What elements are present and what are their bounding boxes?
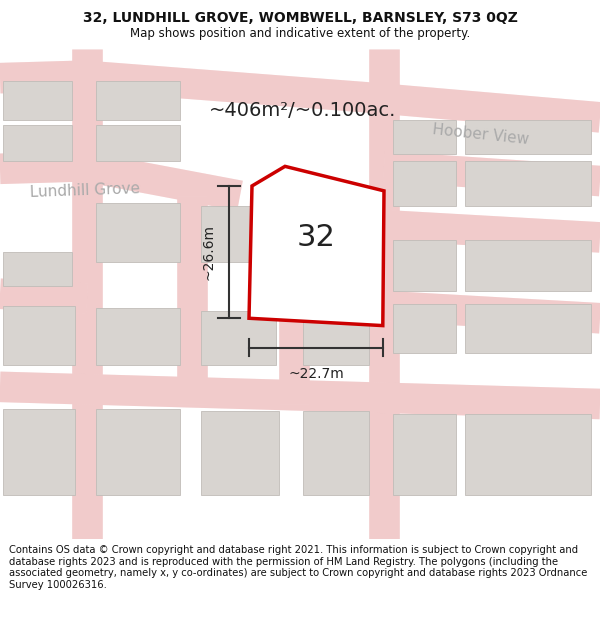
Bar xyxy=(465,240,591,291)
Polygon shape xyxy=(249,166,384,326)
Bar xyxy=(96,81,180,120)
Bar xyxy=(393,120,456,154)
Bar xyxy=(465,304,591,352)
Bar xyxy=(201,206,276,262)
Text: 32, LUNDHILL GROVE, WOMBWELL, BARNSLEY, S73 0QZ: 32, LUNDHILL GROVE, WOMBWELL, BARNSLEY, … xyxy=(83,11,517,25)
Bar xyxy=(3,125,72,161)
Text: ~406m²/~0.100ac.: ~406m²/~0.100ac. xyxy=(209,101,397,119)
Bar xyxy=(96,309,180,365)
Bar xyxy=(3,81,72,120)
Bar xyxy=(465,120,591,154)
Text: Map shows position and indicative extent of the property.: Map shows position and indicative extent… xyxy=(130,27,470,40)
Bar xyxy=(393,240,456,291)
Bar xyxy=(3,252,72,286)
Bar xyxy=(465,161,591,206)
Text: 32: 32 xyxy=(297,223,336,252)
Bar xyxy=(96,409,180,494)
Bar xyxy=(393,414,456,494)
Bar xyxy=(3,409,75,494)
Bar xyxy=(201,311,276,365)
Bar xyxy=(393,304,456,352)
Bar xyxy=(303,411,369,494)
Text: Lundhill Grove: Lundhill Grove xyxy=(30,181,141,200)
Text: Hoober View: Hoober View xyxy=(432,122,530,147)
Bar xyxy=(96,203,180,262)
Bar xyxy=(393,161,456,206)
Text: ~22.7m: ~22.7m xyxy=(288,368,344,381)
Bar xyxy=(96,125,180,161)
Bar xyxy=(465,414,591,494)
Bar xyxy=(303,311,369,365)
Text: Contains OS data © Crown copyright and database right 2021. This information is : Contains OS data © Crown copyright and d… xyxy=(9,545,587,590)
Bar xyxy=(3,306,75,365)
Bar xyxy=(201,411,279,494)
Text: ~26.6m: ~26.6m xyxy=(202,224,216,280)
